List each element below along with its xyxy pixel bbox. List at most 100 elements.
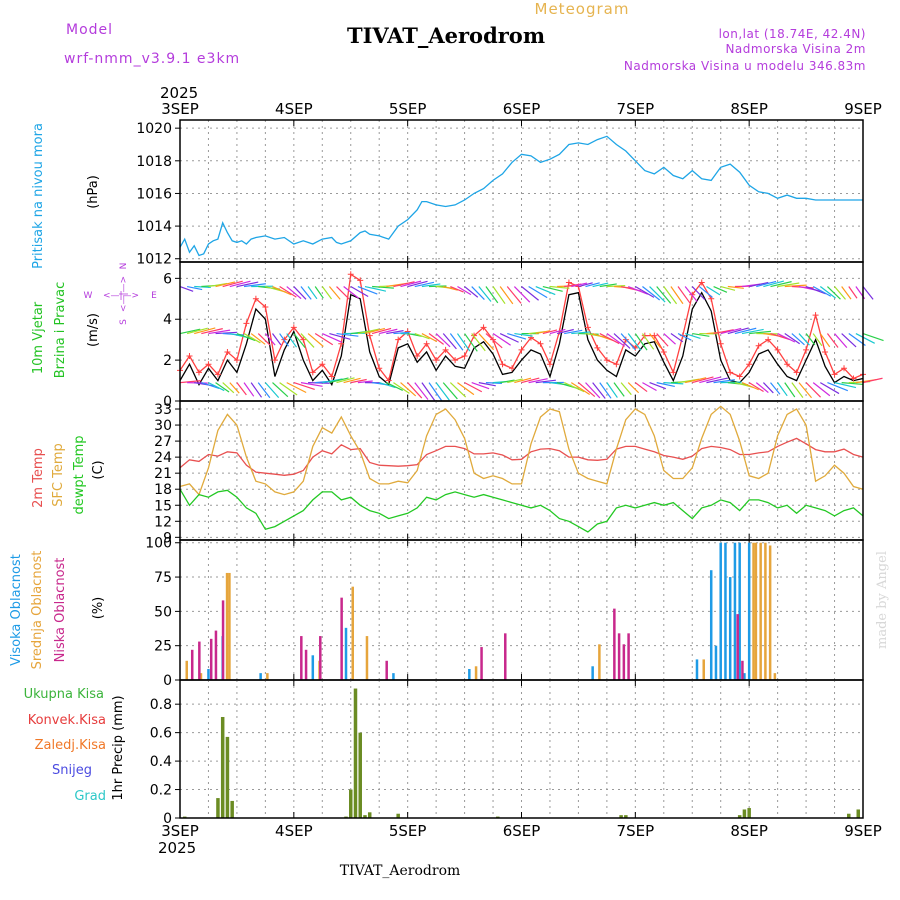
wind-arrow <box>563 382 585 393</box>
gust-marker <box>660 348 667 355</box>
compass-arrows-h: <—|—> <box>103 291 139 301</box>
wind-arrow <box>414 382 429 400</box>
ytick-label: 0.8 <box>150 697 172 713</box>
wind-arrow <box>599 382 612 399</box>
gust-marker <box>537 340 544 347</box>
ytick-label: 6 <box>163 271 172 287</box>
wind-arrow <box>215 331 238 335</box>
cloud-bar-2 <box>613 608 616 680</box>
wind-arrow <box>350 378 367 384</box>
wind-arrow <box>513 286 531 303</box>
wind-arrow <box>357 285 378 295</box>
wind-arrow <box>485 286 499 304</box>
wind-arrow <box>471 286 485 300</box>
wind-arrow <box>720 285 736 291</box>
wind-arrow <box>592 382 606 399</box>
panel-cloud: 0 25 50 75 100 <box>145 536 864 689</box>
precip-bar <box>353 688 358 818</box>
wind-arrow <box>279 382 298 396</box>
precip-bar <box>216 798 220 818</box>
wind-arrow <box>585 382 601 399</box>
cloud-bar-2 <box>209 638 213 680</box>
gust-marker <box>309 369 316 376</box>
wind-arrow <box>350 286 369 298</box>
wind-arrow <box>414 281 435 288</box>
ytick-label: 50 <box>154 604 172 620</box>
gust-marker <box>214 371 221 378</box>
cloud-bar-0 <box>709 570 713 680</box>
wind-arrow <box>685 377 707 384</box>
wind-arrow <box>820 382 840 395</box>
wind-arrow <box>272 382 289 398</box>
wind-arrow <box>535 330 551 335</box>
cloud-bar-2 <box>736 614 739 680</box>
wind-arrow <box>521 286 539 301</box>
wind-arrow <box>699 376 721 384</box>
gust-marker <box>594 344 601 351</box>
wind-arrow <box>656 382 675 388</box>
gust-marker <box>546 361 553 368</box>
model-name: wrf-nmm_v3.9.1 e3km <box>64 51 240 67</box>
wind-arrow <box>649 333 662 349</box>
wind-arrow <box>471 333 486 352</box>
cloud-bar-2 <box>198 641 201 680</box>
wind-arrow <box>571 331 591 335</box>
wind-arrow <box>421 333 438 343</box>
wind-arrow <box>208 329 231 335</box>
wind-arrow <box>727 285 744 289</box>
elevation-label: Nadmorska Visina 2m <box>725 42 866 56</box>
precip-bar <box>363 815 367 818</box>
wind-arrow <box>293 333 306 349</box>
wind-arrow <box>698 286 713 298</box>
wind-arrow <box>819 286 836 299</box>
gust-marker <box>565 279 572 286</box>
wind-arrow <box>713 329 734 335</box>
wind-arrow <box>670 333 684 343</box>
wind-arrow <box>201 328 223 335</box>
cloud-bar-2 <box>221 600 225 680</box>
wind-arrow <box>186 327 208 335</box>
gust-marker <box>252 295 259 302</box>
ytick-label: 0 <box>163 673 172 689</box>
gust-marker <box>290 324 297 331</box>
wind-arrow <box>720 381 742 384</box>
wind-arrow <box>756 280 777 288</box>
wind-arrow <box>449 382 467 398</box>
wind-arrow <box>535 379 556 384</box>
wind-arrow <box>827 382 849 392</box>
cloud-bar-0 <box>728 577 732 680</box>
cloud-bar-0 <box>719 542 722 680</box>
wind-arrow <box>798 333 810 346</box>
ytick-label: 0.2 <box>150 783 172 799</box>
ytick-label: 15 <box>154 498 172 514</box>
wind-arrow <box>834 382 857 389</box>
wind-arrow <box>485 333 503 349</box>
wind-arrow <box>642 286 661 301</box>
wind-arrow <box>663 382 684 385</box>
wind-arrow <box>805 333 816 346</box>
wind-arrow <box>841 286 852 300</box>
bottom-tick-label: 6SEP <box>503 822 541 840</box>
wind-arrow <box>435 333 451 348</box>
wind-arrow <box>514 332 533 337</box>
wind-arrow <box>179 285 194 292</box>
wind-arrow <box>236 332 256 342</box>
wind-arrow <box>727 327 749 335</box>
top-tick-label: 6SEP <box>503 100 541 118</box>
precip-bar <box>396 813 400 818</box>
wind-arrow <box>542 329 558 335</box>
wind-arrow <box>500 379 515 384</box>
wind-arrow <box>400 280 422 288</box>
wind-arrow <box>770 382 781 395</box>
wind-arrow <box>713 379 735 384</box>
ytick-label: 18 <box>154 482 172 498</box>
gust-marker <box>603 357 610 364</box>
top-tick-label: 9SEP <box>844 100 882 118</box>
gust-marker <box>461 353 468 360</box>
cloud-ylabel-1: Visoka Oblacnost <box>9 554 24 666</box>
wind-arrow <box>663 286 678 305</box>
wind-arrow <box>819 333 831 348</box>
wind-arrow <box>706 377 728 384</box>
bottom-tick-label: 7SEP <box>617 822 655 840</box>
